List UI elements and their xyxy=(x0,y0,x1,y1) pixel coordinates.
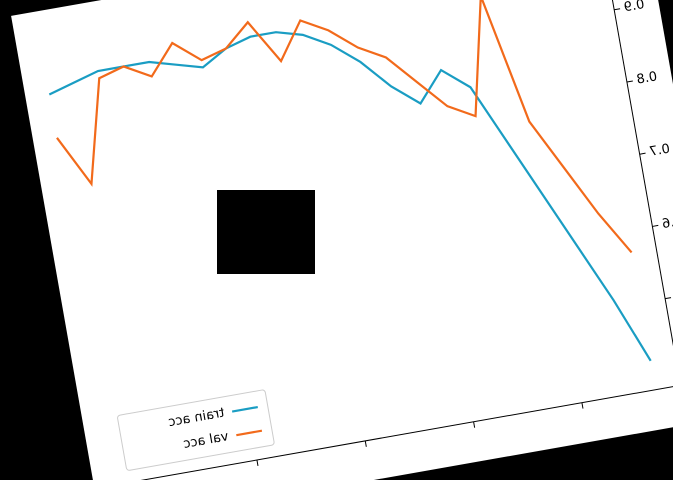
line-series xyxy=(56,0,633,254)
legend-swatch xyxy=(231,405,258,413)
x-axis xyxy=(99,384,673,480)
x-tick xyxy=(364,440,367,447)
y-tick-label: 0.8 xyxy=(635,69,658,87)
y-tick-label: 0.6 xyxy=(661,214,673,232)
x-tick xyxy=(581,402,584,409)
y-tick xyxy=(639,152,646,155)
y-tick-label: 0.9 xyxy=(623,0,646,15)
x-tick xyxy=(473,421,476,428)
y-axis xyxy=(603,0,673,386)
line-series xyxy=(48,31,652,362)
figure xyxy=(11,0,673,480)
y-tick xyxy=(665,297,672,300)
y-tick xyxy=(614,8,621,11)
legend-swatch xyxy=(236,429,263,437)
y-tick xyxy=(652,224,659,227)
y-tick xyxy=(626,80,633,83)
x-tick xyxy=(256,459,259,466)
y-tick-label: 0.7 xyxy=(648,141,671,159)
occluder xyxy=(217,190,315,274)
